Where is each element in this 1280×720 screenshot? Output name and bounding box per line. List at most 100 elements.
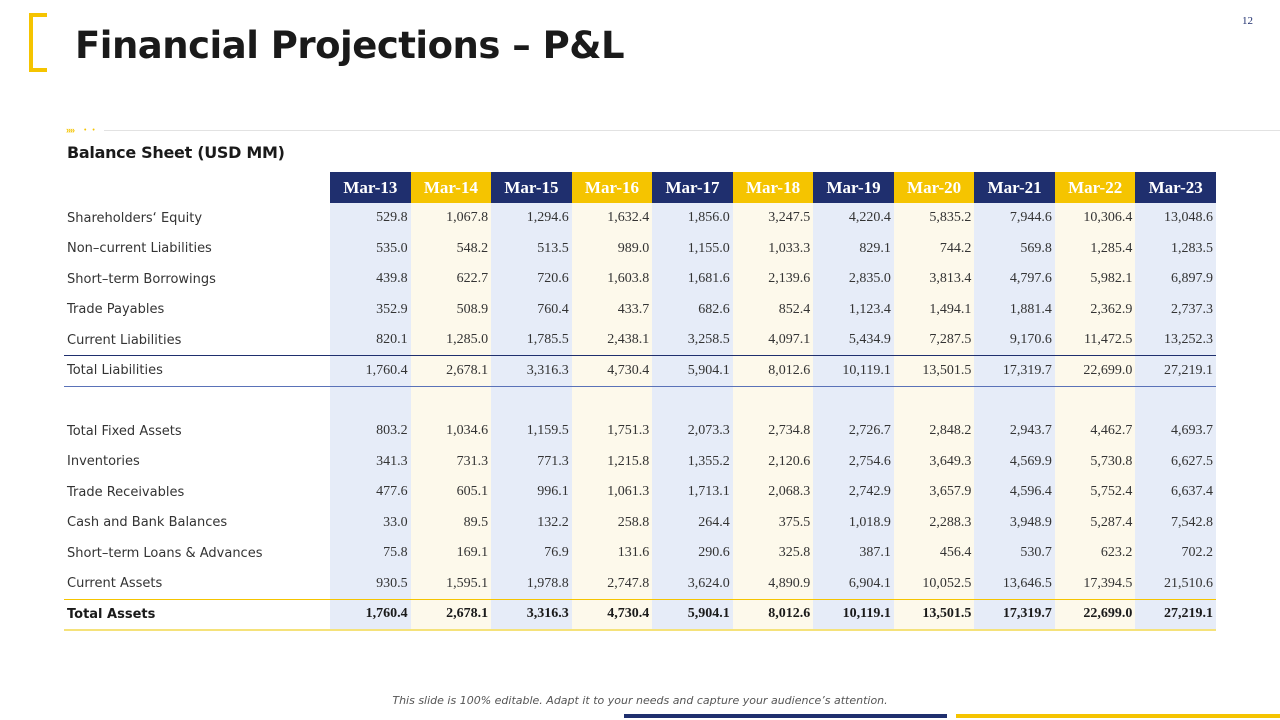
table-cell: 13,252.3: [1135, 325, 1216, 356]
table-cell: 17,394.5: [1054, 568, 1136, 600]
table-cell: 6,637.4: [1135, 477, 1216, 508]
table-cell: 22,699.0: [1054, 355, 1136, 387]
column-header: Mar-23: [1135, 172, 1216, 203]
table-cell: 508.9: [410, 294, 492, 325]
table-cell: 3,657.9: [893, 477, 975, 508]
table-cell: 820.1: [330, 325, 411, 356]
table-cell: 1,760.4: [330, 355, 411, 387]
table-cell: 22,699.0: [1054, 599, 1136, 631]
table-cell: 17,319.7: [974, 599, 1055, 631]
table-cell: 7,287.5: [893, 325, 975, 356]
table-cell: 5,434.9: [813, 325, 894, 356]
table-cell: 535.0: [330, 233, 411, 264]
table-cell: 2,747.8: [571, 568, 653, 600]
header-row: Mar-13 Mar-14 Mar-15 Mar-16 Mar-17 Mar-1…: [64, 172, 1216, 203]
table-cell: 2,120.6: [732, 446, 814, 477]
table-cell: 3,258.5: [652, 325, 733, 356]
table-cell: 89.5: [410, 507, 492, 538]
table-cell: 27,219.1: [1135, 355, 1216, 387]
footer-note: This slide is 100% editable. Adapt it to…: [392, 694, 888, 707]
table-cell: 4,693.7: [1135, 416, 1216, 447]
table-cell: 1,978.8: [491, 568, 572, 600]
table-cell: 1,355.2: [652, 446, 733, 477]
row-label: Non–current Liabilities: [67, 241, 212, 257]
table-cell: 4,890.9: [732, 568, 814, 600]
column-header: Mar-21: [974, 172, 1055, 203]
column-header: Mar-15: [491, 172, 572, 203]
table-cell: 720.6: [491, 264, 572, 295]
table-cell: 13,646.5: [974, 568, 1055, 600]
row-label: Short–term Loans & Advances: [67, 545, 263, 561]
table-cell: 17,319.7: [974, 355, 1055, 387]
table-cell: 2,678.1: [410, 599, 492, 631]
table-cell: 1,067.8: [410, 203, 492, 234]
table-cell: 803.2: [330, 416, 411, 447]
table-cell: 2,737.3: [1135, 294, 1216, 325]
table-cell: 387.1: [813, 538, 894, 569]
table-cell: 21,510.6: [1135, 568, 1216, 600]
table-row: Shareholders‘ Equity 529.8 1,067.8 1,294.6 1…: [64, 203, 1216, 234]
table-cell: [893, 386, 975, 416]
footer-bar-gold: [956, 714, 1280, 718]
table-cell: 2,726.7: [813, 416, 894, 447]
table-cell: 2,754.6: [813, 446, 894, 477]
table-cell: 1,033.3: [732, 233, 814, 264]
table-row: Current Assets 930.5 1,595.1 1,978.8 2,747.8…: [64, 568, 1216, 600]
table-cell: 6,897.9: [1135, 264, 1216, 295]
table-cell: 1,018.9: [813, 507, 894, 538]
table-cell: 2,734.8: [732, 416, 814, 447]
table-cell: 1,494.1: [893, 294, 975, 325]
table-row: Total Fixed Assets 803.2 1,034.6 1,159.5 1,7…: [64, 416, 1216, 447]
table-cell: 132.2: [491, 507, 572, 538]
table-cell: [732, 386, 814, 416]
corner-bracket-decoration: [29, 13, 47, 72]
table-cell: 4,569.9: [974, 446, 1055, 477]
column-header: Mar-16: [571, 172, 653, 203]
table-cell: 439.8: [330, 264, 411, 295]
table-row: Trade Payables 352.9 508.9 760.4 433.7 682.6 8…: [64, 294, 1216, 325]
column-header: Mar-20: [893, 172, 975, 203]
table-cell: 3,316.3: [491, 599, 572, 631]
table-cell: [410, 386, 492, 416]
table-cell: 2,362.9: [1054, 294, 1136, 325]
column-header: Mar-22: [1054, 172, 1136, 203]
table-cell: 2,068.3: [732, 477, 814, 508]
table-cell: 5,904.1: [652, 599, 733, 631]
table-cell: 2,288.3: [893, 507, 975, 538]
table-cell: 27,219.1: [1135, 599, 1216, 631]
table-cell: 2,678.1: [410, 355, 492, 387]
table-cell: 771.3: [491, 446, 572, 477]
table-cell: 258.8: [571, 507, 653, 538]
table-cell: 433.7: [571, 294, 653, 325]
table-cell: 2,835.0: [813, 264, 894, 295]
table-cell: 4,730.4: [571, 355, 653, 387]
column-header: Mar-17: [652, 172, 733, 203]
table-cell: 7,944.6: [974, 203, 1055, 234]
table-cell: 1,760.4: [330, 599, 411, 631]
table-row: Non–current Liabilities 535.0 548.2 513.5 98…: [64, 233, 1216, 264]
row-label: Current Liabilities: [67, 332, 182, 348]
table-cell: 2,139.6: [732, 264, 814, 295]
table-cell: 33.0: [330, 507, 411, 538]
divider-line: [104, 130, 1280, 131]
table-cell: 1,751.3: [571, 416, 653, 447]
header-label-cell: [64, 172, 330, 203]
table-cell: 1,856.0: [652, 203, 733, 234]
table-cell: 10,052.5: [893, 568, 975, 600]
row-label: Short–term Borrowings: [67, 271, 216, 287]
table-cell: 4,797.6: [974, 264, 1055, 295]
table-cell: 1,881.4: [974, 294, 1055, 325]
row-label: Trade Payables: [67, 302, 165, 318]
table-cell: 13,501.5: [893, 355, 975, 387]
table-cell: 744.2: [893, 233, 975, 264]
table-cell: 290.6: [652, 538, 733, 569]
table-cell: [330, 386, 411, 416]
table-row: Trade Receivables 477.6 605.1 996.1 1,061.3 1…: [64, 477, 1216, 508]
spacer-row: [64, 386, 1216, 416]
total-liabilities-row: Total Liabilities 1,760.4 2,678.1 3,316.3 4,…: [64, 355, 1216, 387]
table-cell: 513.5: [491, 233, 572, 264]
footer-bar-navy: [624, 714, 947, 718]
table-cell: 10,306.4: [1054, 203, 1136, 234]
bracket-top: [29, 13, 47, 17]
table-cell: 1,155.0: [652, 233, 733, 264]
